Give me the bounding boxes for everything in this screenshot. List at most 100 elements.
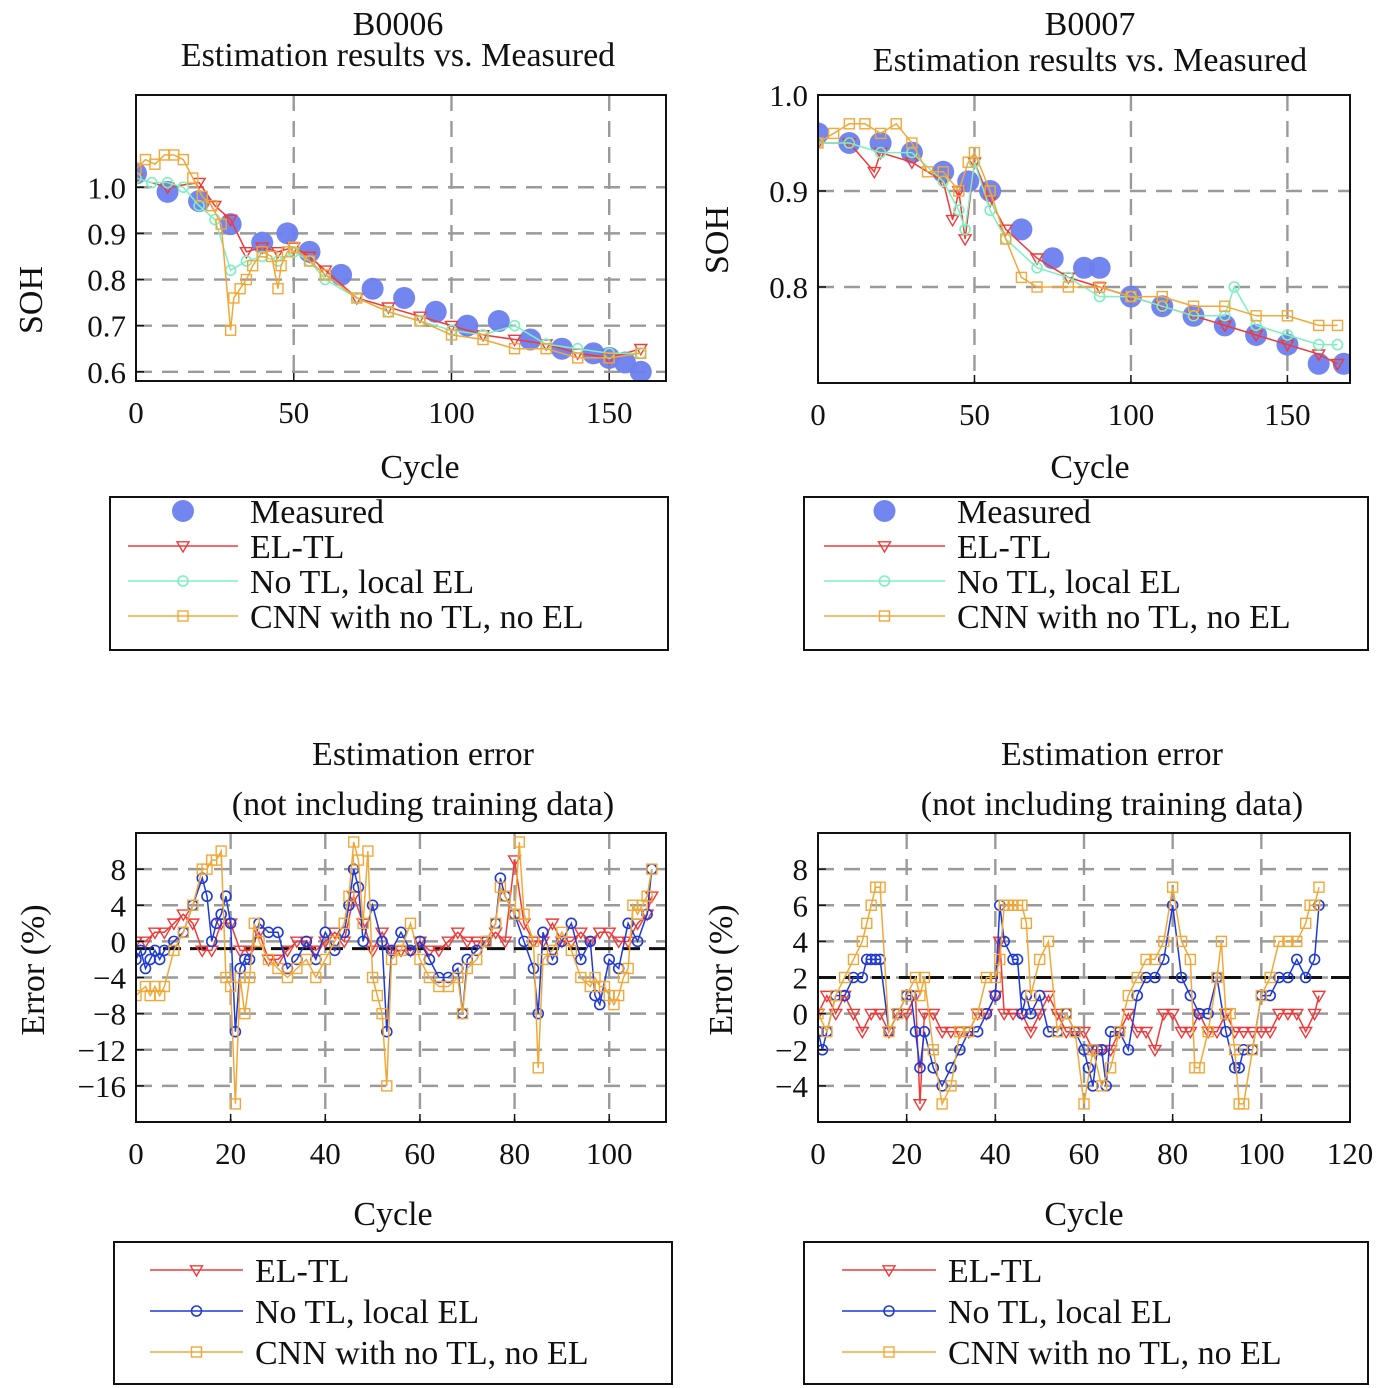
data-point [1031, 261, 1043, 274]
data-point [424, 300, 447, 323]
y-tick-label: 0.6 [87, 355, 126, 390]
data-point [945, 1080, 957, 1092]
chart-title-line1: B0007 [1045, 6, 1136, 43]
data-point [1281, 329, 1294, 341]
data-point [1289, 1008, 1305, 1022]
legend-marker [175, 541, 191, 554]
legend-item: CNN with no TL, no EL [824, 599, 1291, 636]
data-point [962, 156, 974, 168]
data-point [957, 170, 980, 193]
y-axis-label: Error (%) [703, 904, 740, 1035]
data-point [980, 971, 993, 984]
data-point [497, 936, 513, 949]
data-point [1015, 271, 1028, 284]
data-point [1125, 290, 1137, 303]
data-point [565, 944, 578, 957]
y-tick-label: 8 [111, 852, 127, 887]
data-point [953, 204, 965, 216]
data-point [461, 962, 473, 975]
data-point [622, 917, 634, 930]
data-point [847, 953, 860, 966]
data-point [136, 944, 147, 957]
data-point [441, 936, 456, 949]
data-point [961, 1026, 976, 1040]
data-point [575, 953, 587, 966]
data-point [272, 926, 284, 939]
data-point [1103, 1044, 1118, 1058]
data-point [1138, 1026, 1154, 1040]
data-point [205, 935, 218, 948]
data-point [177, 153, 190, 166]
series-line [136, 868, 653, 1032]
data-point [395, 944, 407, 957]
x-tick-label: 80 [1157, 1136, 1188, 1171]
data-point [635, 347, 647, 360]
data-point [272, 962, 284, 975]
data-point [1237, 1098, 1250, 1110]
data-point [1042, 935, 1055, 948]
y-tick-label: −12 [78, 1033, 126, 1068]
data-point [1060, 1007, 1072, 1020]
data-point [1308, 899, 1321, 911]
data-point [1313, 881, 1325, 893]
data-point [149, 158, 161, 170]
data-point [1299, 917, 1312, 930]
data-point [1308, 953, 1321, 966]
data-point [187, 172, 199, 184]
data-point [291, 962, 303, 975]
data-point [153, 953, 166, 966]
data-point [1122, 1043, 1135, 1056]
legend-marker [883, 1305, 895, 1317]
data-point [556, 926, 568, 939]
x-tick-label: 100 [586, 1136, 633, 1171]
data-point [270, 246, 286, 260]
data-point [573, 927, 589, 940]
legend-label: No TL, local EL [948, 1294, 1172, 1331]
data-point [166, 918, 182, 931]
data-point [248, 917, 261, 930]
data-point [1264, 989, 1276, 1002]
x-tick-label: 80 [499, 1136, 530, 1171]
x-tick-label: 150 [1264, 397, 1311, 432]
legend-item: EL-TL [128, 529, 344, 566]
plot-frame [817, 94, 1351, 384]
data-point [1131, 971, 1143, 984]
data-point [319, 953, 331, 966]
data-point [136, 936, 144, 949]
legend-marker [877, 541, 892, 554]
data-point [393, 286, 416, 309]
y-axis-label: SOH [13, 266, 50, 334]
data-point [1236, 1026, 1251, 1040]
y-tick-label: −4 [775, 1069, 808, 1104]
data-point [874, 127, 887, 140]
legend-label: Measured [957, 494, 1091, 531]
data-point [1025, 989, 1037, 1002]
y-tick-label: −8 [93, 997, 126, 1032]
data-point [161, 176, 174, 189]
data-point [1041, 247, 1064, 270]
data-point [1307, 352, 1330, 375]
chart-title-line2: Estimation results vs. Measured [873, 42, 1307, 79]
data-point [452, 971, 464, 984]
data-point [869, 953, 882, 966]
data-point [1005, 1008, 1021, 1022]
data-point [821, 1025, 833, 1038]
data-point [914, 1062, 926, 1074]
data-point [1331, 338, 1344, 351]
x-ticks: 0 20 40 60 80 100 [128, 1114, 632, 1171]
data-point [1023, 1026, 1039, 1040]
data-point [860, 953, 873, 966]
data-point [1140, 971, 1152, 984]
data-point [232, 945, 248, 958]
data-point [603, 953, 616, 966]
series-layer [818, 881, 1350, 1112]
data-point [611, 936, 626, 949]
data-point [338, 917, 350, 930]
data-point [239, 953, 251, 966]
legend-item: EL-TL [824, 529, 1051, 566]
y-tick-label: 6 [793, 888, 809, 923]
data-point [984, 185, 996, 197]
data-point [431, 945, 447, 958]
legend-bottom-right: EL-TL No TL, local EL CNN with no TL, no E… [803, 1241, 1369, 1385]
data-point [1311, 990, 1327, 1003]
